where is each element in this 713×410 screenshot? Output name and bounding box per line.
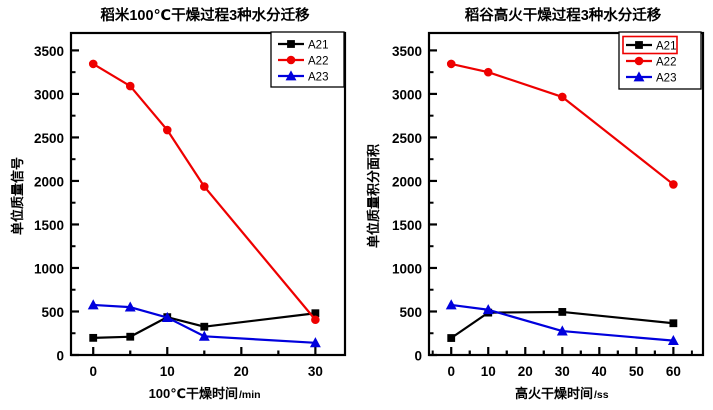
data-point-A23-0 (445, 299, 457, 310)
legend-item-A22[interactable]: A22 (626, 57, 676, 69)
y-tick-label: 2000 (392, 174, 422, 189)
legend-marker-A22 (634, 56, 644, 66)
y-tick-label: 2500 (392, 131, 422, 146)
chart-title: 稻米100℃干燥过程3种水分迁移 (100, 6, 310, 24)
x-axis-unit: /min (239, 389, 261, 401)
data-point-A22-3 (669, 180, 678, 189)
data-point-A21-3 (669, 319, 678, 328)
x-axis: 0 10 20 30 (89, 347, 323, 379)
data-point-A22-0 (446, 59, 456, 69)
legend-label-A23: A23 (656, 73, 676, 85)
legend-marker-A22 (286, 55, 296, 65)
y-tick-label: 2500 (34, 131, 64, 146)
series-A23 (87, 299, 321, 348)
legend-item-A23[interactable]: A23 (626, 71, 676, 85)
series-line-A22 (92, 62, 317, 321)
y-tick-label: 1500 (392, 218, 422, 233)
y-tick-label: 3000 (34, 87, 64, 102)
chart-panel-left: 稻米100℃干燥过程3种水分迁移 0 500 1000 1500 2000 2500 3000… (0, 0, 356, 410)
y-tick-label: 1500 (34, 218, 64, 233)
y-tick-label: 1000 (34, 261, 64, 276)
legend-marker-A21 (287, 40, 295, 48)
chart-panel-right: 稻谷高火干燥过程3种水分迁移 0 500 1000 1500 2000 2500 3000 35… (356, 0, 712, 410)
y-tick-label: 3000 (392, 87, 422, 102)
y-tick-label: 500 (399, 305, 422, 320)
data-point-A23-1 (482, 304, 494, 315)
series-line-A21 (450, 310, 674, 339)
data-point-A21-0 (89, 333, 98, 342)
data-point-A21-3 (200, 322, 209, 331)
data-point-A22-1 (483, 67, 493, 77)
data-point-A22-4 (311, 315, 320, 325)
legend-marker-A21 (635, 41, 643, 49)
data-point-A21-2 (558, 308, 567, 316)
data-point-A22-3 (199, 182, 209, 191)
data-point-A22-1 (125, 81, 135, 91)
x-axis-unit: /ss (594, 389, 609, 401)
x-tick-label: 50 (629, 364, 644, 379)
y-axis: 0 500 1000 1500 2000 2500 3000 3500 (34, 44, 79, 364)
data-point-A21-0 (447, 334, 456, 342)
data-point-A23-3 (198, 330, 210, 341)
x-tick-label: 0 (447, 364, 455, 379)
series-line-A23 (451, 303, 674, 342)
chart-right-svg: 稻谷高火干燥过程3种水分迁移05001000150020002500300035… (366, 6, 705, 401)
plot-frame (427, 31, 705, 357)
legend-label-A23: A23 (308, 72, 328, 84)
series-line-A22 (450, 62, 675, 186)
x-tick-label: 30 (555, 364, 570, 379)
series-A23 (445, 299, 679, 346)
x-tick-label: 10 (160, 364, 175, 379)
x-tick-label: 20 (518, 364, 533, 379)
y-tick-label: 2000 (34, 174, 64, 189)
x-axis-label: 100℃干燥时间 (149, 386, 238, 401)
legend-label-A22: A22 (308, 56, 328, 68)
series-A21 (447, 308, 678, 342)
y-axis-label: 单位质量积分面积 (366, 144, 381, 248)
y-axis: 0 500 1000 1500 2000 2500 3000 3500 (392, 44, 437, 364)
y-tick-label: 0 (56, 349, 64, 364)
data-point-A23-1 (124, 301, 136, 312)
x-tick-label: 40 (592, 364, 607, 379)
y-tick-label: 3500 (392, 44, 422, 59)
legend-label-A21: A21 (308, 40, 328, 52)
x-tick-label: 10 (481, 364, 496, 379)
x-tick-label: 60 (666, 364, 681, 379)
y-tick-label: 500 (41, 305, 64, 320)
data-point-A23-2 (556, 325, 568, 336)
data-point-A22-2 (557, 92, 567, 102)
y-tick-label: 0 (414, 349, 422, 364)
x-axis-label: 高火干燥时间 (515, 386, 593, 401)
data-point-A23-0 (87, 299, 99, 310)
x-tick-label: 20 (234, 364, 249, 379)
legend-highlight-box (622, 35, 678, 55)
legend-marker-A23 (633, 71, 645, 82)
legend-label-A21: A21 (656, 41, 676, 53)
series-A22 (88, 59, 320, 325)
chart-title: 稻谷高火干燥过程3种水分迁移 (465, 6, 662, 24)
legend-item-A23[interactable]: A23 (278, 70, 328, 84)
x-tick-label: 30 (308, 364, 323, 379)
y-axis-label: 单位质量信号 (10, 157, 25, 235)
legend-label-A22: A22 (656, 57, 676, 69)
data-point-A21-1 (126, 332, 135, 341)
legend-item-A21[interactable]: A21 (278, 40, 328, 52)
x-tick-label: 0 (89, 364, 97, 379)
y-tick-label: 3500 (34, 44, 64, 59)
legend-marker-A23 (285, 70, 297, 81)
series-A22 (446, 59, 678, 189)
data-point-A23-3 (667, 334, 679, 346)
data-point-A22-0 (88, 59, 98, 69)
legend-item-A21[interactable]: A21 (622, 35, 678, 55)
plot-frame (69, 31, 347, 357)
x-axis: 0 10 20 30 40 50 60 (431, 347, 693, 379)
data-point-A23-2 (161, 311, 173, 322)
y-tick-label: 1000 (392, 261, 422, 276)
data-point-A22-2 (162, 125, 172, 135)
data-point-A23-4 (309, 337, 321, 348)
chart-left-svg: 稻米100℃干燥过程3种水分迁移050010001500200025003000… (10, 6, 347, 401)
legend-item-A22[interactable]: A22 (278, 56, 328, 68)
